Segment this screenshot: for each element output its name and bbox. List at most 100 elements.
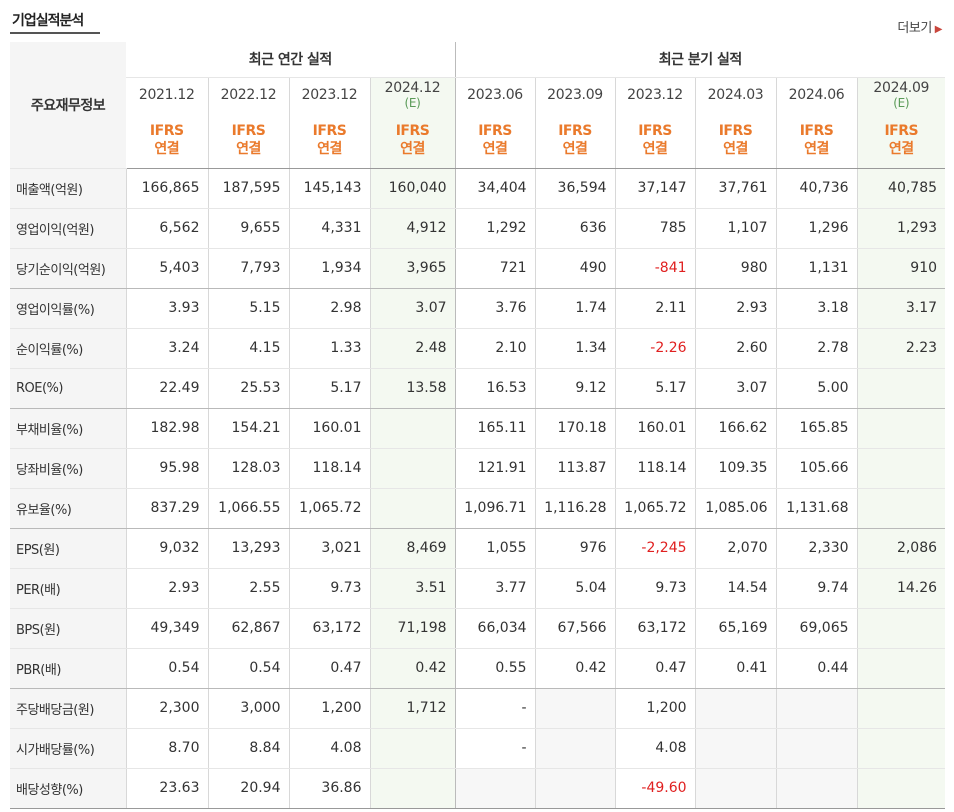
row-label: 순이익률(%) <box>10 328 127 369</box>
table-cell: 13,293 <box>208 528 290 569</box>
table-cell: 9.12 <box>535 368 616 409</box>
table-cell: 2,300 <box>126 688 209 729</box>
table-row: 부채비율(%) 182.98 154.21 160.01 165.11 170.18 160… <box>10 408 946 449</box>
table-cell: 1,200 <box>289 688 371 729</box>
table-cell: 2.23 <box>857 328 946 369</box>
ifrs-line1: IFRS <box>312 123 347 140</box>
table-cell: 14.54 <box>695 568 777 609</box>
ifrs-line2: 연결 <box>642 141 668 158</box>
table-cell: 3.93 <box>126 288 209 329</box>
table-cell: 2.10 <box>455 328 536 369</box>
table-cell: 66,034 <box>455 608 536 649</box>
table-cell: 121.91 <box>455 448 536 489</box>
table-cell: 8.84 <box>208 728 290 769</box>
table-cell: 166.62 <box>695 408 777 449</box>
period-header: 2023.12 <box>615 77 696 113</box>
table-cell <box>370 728 456 769</box>
row-label: 영업이익(억원) <box>10 208 127 249</box>
ifrs-line2: 연결 <box>400 141 425 158</box>
row-label: 시가배당률(%) <box>10 728 127 769</box>
table-cell <box>455 768 536 809</box>
section-title: 기업실적분석 <box>12 13 84 29</box>
table-cell: 0.47 <box>615 648 696 689</box>
table-cell: 980 <box>695 248 777 289</box>
table-cell: 22.49 <box>126 368 209 409</box>
table-cell: 2,070 <box>695 528 777 569</box>
ifrs-line2: 연결 <box>723 141 748 158</box>
table-cell: 1,066.55 <box>208 488 290 529</box>
period-label: 2023.12 <box>627 87 683 104</box>
table-cell: 1.74 <box>535 288 616 329</box>
table-cell: 1,131.68 <box>776 488 858 529</box>
table-cell: 2,330 <box>776 528 858 569</box>
table-cell: 6,562 <box>126 208 209 249</box>
table-cell <box>370 408 456 449</box>
ifrs-label: IFRS 연결 <box>208 113 290 169</box>
table-cell: 0.54 <box>208 648 290 689</box>
table-cell <box>857 688 946 729</box>
table-cell: -841 <box>615 248 696 289</box>
table-cell: 160.01 <box>289 408 371 449</box>
table-cell: 1,200 <box>615 688 696 729</box>
table-row: PBR(배) 0.54 0.54 0.47 0.42 0.55 0.42 0.47 0.41 0.… <box>10 648 946 689</box>
table-cell: 1.34 <box>535 328 616 369</box>
ifrs-label: IFRS 연결 <box>857 113 946 169</box>
table-cell: 165.11 <box>455 408 536 449</box>
ifrs-line2: 연결 <box>482 141 508 158</box>
table-cell: 160,040 <box>370 168 456 209</box>
ifrs-line2: 연결 <box>888 141 914 158</box>
table-cell: 3.24 <box>126 328 209 369</box>
ifrs-line1: IFRS <box>799 123 834 140</box>
table-cell: 1,934 <box>289 248 371 289</box>
table-cell: 837.29 <box>126 488 209 529</box>
table-cell: 0.54 <box>126 648 209 689</box>
table-row: 당좌비율(%) 95.98 128.03 118.14 121.91 113.87 118.… <box>10 448 946 489</box>
row-label: BPS(원) <box>10 608 127 649</box>
table-cell: 5.15 <box>208 288 290 329</box>
period-header: 2022.12 <box>208 77 290 113</box>
table-row: 당기순이익(억원) 5,403 7,793 1,934 3,965 721 490 -841 9… <box>10 248 946 289</box>
table-cell: -2,245 <box>615 528 696 569</box>
table-cell: 1,055 <box>455 528 536 569</box>
ifrs-label: IFRS 연결 <box>615 113 696 169</box>
table-cell: 976 <box>535 528 616 569</box>
more-link[interactable]: 더보기 ▶ <box>897 17 942 36</box>
table-cell: 0.41 <box>695 648 777 689</box>
table-cell <box>535 688 616 729</box>
table-cell: 118.14 <box>289 448 371 489</box>
table-cell: 62,867 <box>208 608 290 649</box>
table-cell <box>776 688 858 729</box>
table-cell: 721 <box>455 248 536 289</box>
chevron-right-icon: ▶ <box>934 24 943 35</box>
table-cell <box>370 768 456 809</box>
table-cell: 0.42 <box>370 648 456 689</box>
table-cell: 128.03 <box>208 448 290 489</box>
table-cell <box>695 728 777 769</box>
table-cell <box>857 608 946 649</box>
table-cell: 3.17 <box>857 288 946 329</box>
period-label: 2024.12 <box>384 80 441 97</box>
table-cell: 165.85 <box>776 408 858 449</box>
table-cell: -49.60 <box>615 768 696 809</box>
table-cell <box>857 728 946 769</box>
title-underline <box>10 32 100 34</box>
ifrs-line1: IFRS <box>638 123 672 140</box>
table-cell: 9,032 <box>126 528 209 569</box>
period-header: 2024.12 (E) <box>370 77 456 113</box>
table-cell: 3.18 <box>776 288 858 329</box>
ifrs-line1: IFRS <box>884 123 919 140</box>
period-header: 2023.09 <box>535 77 616 113</box>
table-cell: 2.78 <box>776 328 858 369</box>
table-cell <box>776 768 858 809</box>
table-cell: 1,065.72 <box>615 488 696 529</box>
table-cell: 95.98 <box>126 448 209 489</box>
table-row: 매출액(억원) 166,865 187,595 145,143 160,040 34,40… <box>10 168 946 209</box>
table-cell: 154.21 <box>208 408 290 449</box>
table-cell: 4,912 <box>370 208 456 249</box>
ifrs-label: IFRS 연결 <box>289 113 371 169</box>
ifrs-label: IFRS 연결 <box>126 113 209 169</box>
table-cell <box>857 488 946 529</box>
estimate-badge: (E) <box>404 96 421 111</box>
row-label: ROE(%) <box>10 368 127 409</box>
row-label: PER(배) <box>10 568 127 609</box>
